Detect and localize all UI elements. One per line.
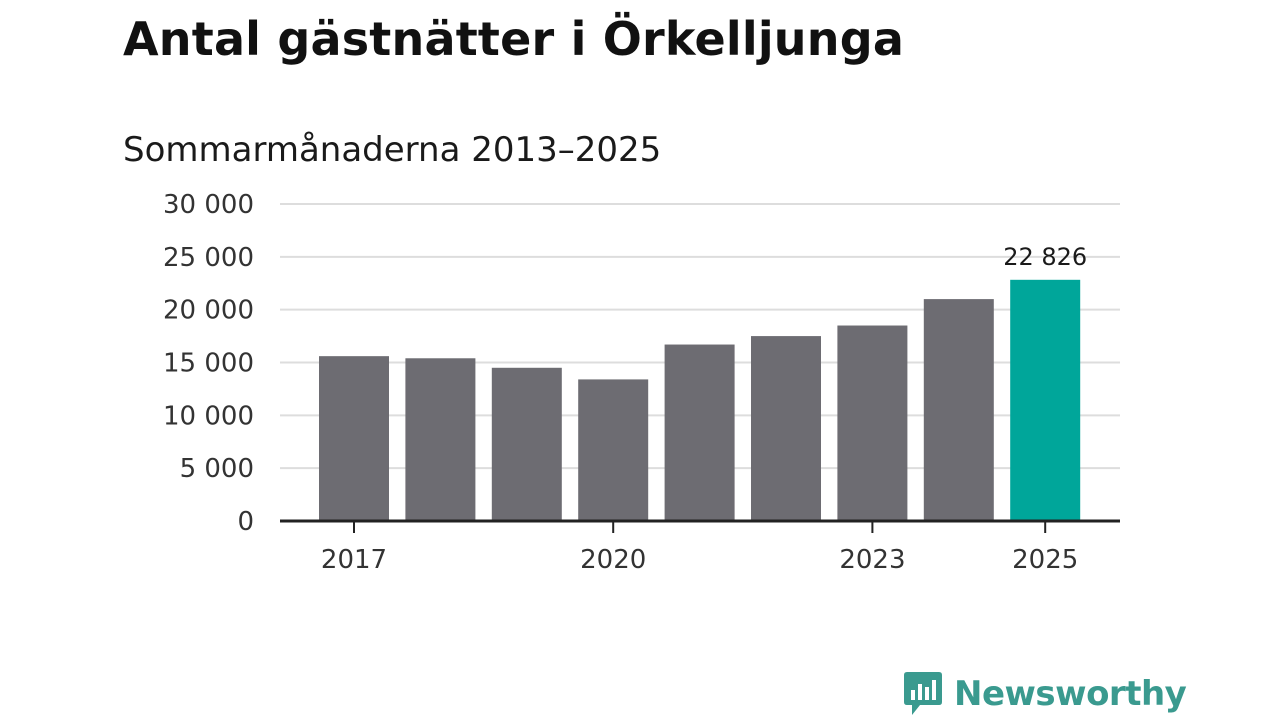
chart-title: Antal gästnätter i Örkelljunga <box>123 12 905 66</box>
y-tick-label: 0 <box>237 507 254 537</box>
newsworthy-logo: Newsworthy <box>902 670 1187 718</box>
bar-2019 <box>491 367 562 521</box>
y-tick-label: 30 000 <box>163 190 254 220</box>
bar-2017 <box>319 356 389 521</box>
bar-2018 <box>405 358 476 521</box>
y-tick-label: 25 000 <box>163 243 254 273</box>
x-tick-label: 2023 <box>839 545 905 575</box>
x-tick-label: 2020 <box>580 545 646 575</box>
bar-2022 <box>751 336 821 521</box>
y-tick-label: 15 000 <box>163 349 254 379</box>
y-tick-label: 10 000 <box>163 401 254 431</box>
x-tick-label: 2017 <box>321 545 387 575</box>
bar-2020 <box>578 379 649 521</box>
y-tick-label: 20 000 <box>163 296 254 326</box>
x-tick-label: 2025 <box>1012 545 1078 575</box>
brand-name: Newsworthy <box>954 674 1187 714</box>
y-tick-label: 5 000 <box>180 454 254 484</box>
bar-2021 <box>664 344 735 521</box>
value-label-2025: 22 826 <box>1003 243 1087 271</box>
bar-chart-speech-bubble-icon <box>904 672 942 715</box>
bar-2023 <box>837 325 908 521</box>
bar-2024 <box>923 299 994 521</box>
bar-2025 <box>1010 279 1081 521</box>
chart-subtitle: Sommarmånaderna 2013–2025 <box>123 130 662 170</box>
